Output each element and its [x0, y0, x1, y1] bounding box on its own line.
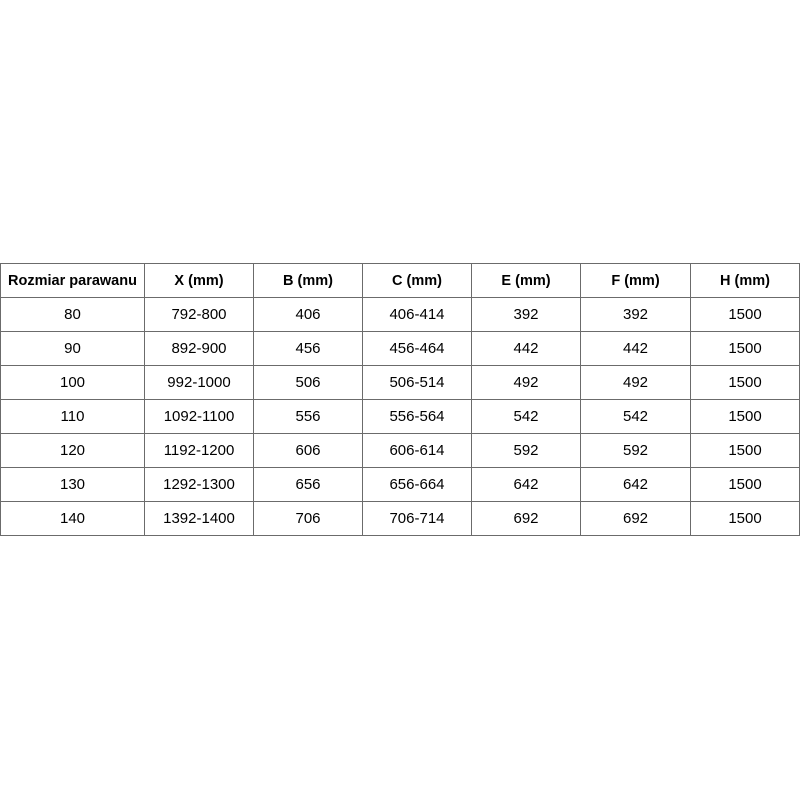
table-cell: 606 — [253, 433, 363, 468]
table-cell: 1500 — [690, 501, 800, 536]
table-cell: 506 — [253, 365, 363, 400]
table-cell: 642 — [580, 467, 691, 502]
table-cell: 80 — [0, 297, 145, 332]
table-row: 100 992-1000 506 506-514 492 492 1500 — [0, 365, 800, 400]
dimensions-table: Rozmiar parawanu X (mm) B (mm) C (mm) E (mm)… — [0, 263, 800, 536]
table-cell: 1500 — [690, 331, 800, 366]
table-cell: 1500 — [690, 467, 800, 502]
column-header: H (mm) — [690, 263, 800, 298]
table-cell: 140 — [0, 501, 145, 536]
column-header: B (mm) — [253, 263, 363, 298]
table-row: 130 1292-1300 656 656-664 642 642 1500 — [0, 467, 800, 502]
table-cell: 542 — [471, 399, 581, 434]
table-row: 110 1092-1100 556 556-564 542 542 1500 — [0, 399, 800, 434]
table-cell: 120 — [0, 433, 145, 468]
table-cell: 556-564 — [362, 399, 472, 434]
table-cell: 992-1000 — [144, 365, 254, 400]
table-cell: 656 — [253, 467, 363, 502]
table-cell: 130 — [0, 467, 145, 502]
table-cell: 492 — [471, 365, 581, 400]
table-cell: 442 — [471, 331, 581, 366]
table-cell: 606-614 — [362, 433, 472, 468]
table-cell: 1500 — [690, 399, 800, 434]
table-cell: 692 — [471, 501, 581, 536]
table-cell: 1500 — [690, 365, 800, 400]
table-cell: 592 — [471, 433, 581, 468]
column-header: E (mm) — [471, 263, 581, 298]
column-header: Rozmiar parawanu — [0, 263, 145, 298]
table-cell: 100 — [0, 365, 145, 400]
table-cell: 692 — [580, 501, 691, 536]
table-cell: 406-414 — [362, 297, 472, 332]
table-cell: 1092-1100 — [144, 399, 254, 434]
table-cell: 392 — [580, 297, 691, 332]
column-header: C (mm) — [362, 263, 472, 298]
table-cell: 592 — [580, 433, 691, 468]
table-cell: 792-800 — [144, 297, 254, 332]
table-cell: 656-664 — [362, 467, 472, 502]
header-row: Rozmiar parawanu X (mm) B (mm) C (mm) E (mm)… — [0, 263, 800, 298]
table-cell: 110 — [0, 399, 145, 434]
table-row: 90 892-900 456 456-464 442 442 1500 — [0, 331, 800, 366]
table-cell: 456 — [253, 331, 363, 366]
table-cell: 392 — [471, 297, 581, 332]
table-cell: 456-464 — [362, 331, 472, 366]
table-cell: 556 — [253, 399, 363, 434]
table-cell: 706 — [253, 501, 363, 536]
table-cell: 892-900 — [144, 331, 254, 366]
table-cell: 406 — [253, 297, 363, 332]
table-cell: 642 — [471, 467, 581, 502]
table-cell: 506-514 — [362, 365, 472, 400]
table-cell: 542 — [580, 399, 691, 434]
table-row: 140 1392-1400 706 706-714 692 692 1500 — [0, 501, 800, 536]
table-cell: 706-714 — [362, 501, 472, 536]
column-header: F (mm) — [580, 263, 691, 298]
table-row: 80 792-800 406 406-414 392 392 1500 — [0, 297, 800, 332]
table-cell: 442 — [580, 331, 691, 366]
column-header: X (mm) — [144, 263, 254, 298]
table-cell: 492 — [580, 365, 691, 400]
table-cell: 1500 — [690, 433, 800, 468]
table-cell: 1192-1200 — [144, 433, 254, 468]
table-row: 120 1192-1200 606 606-614 592 592 1500 — [0, 433, 800, 468]
table-cell: 90 — [0, 331, 145, 366]
table-cell: 1292-1300 — [144, 467, 254, 502]
table-cell: 1500 — [690, 297, 800, 332]
table-cell: 1392-1400 — [144, 501, 254, 536]
